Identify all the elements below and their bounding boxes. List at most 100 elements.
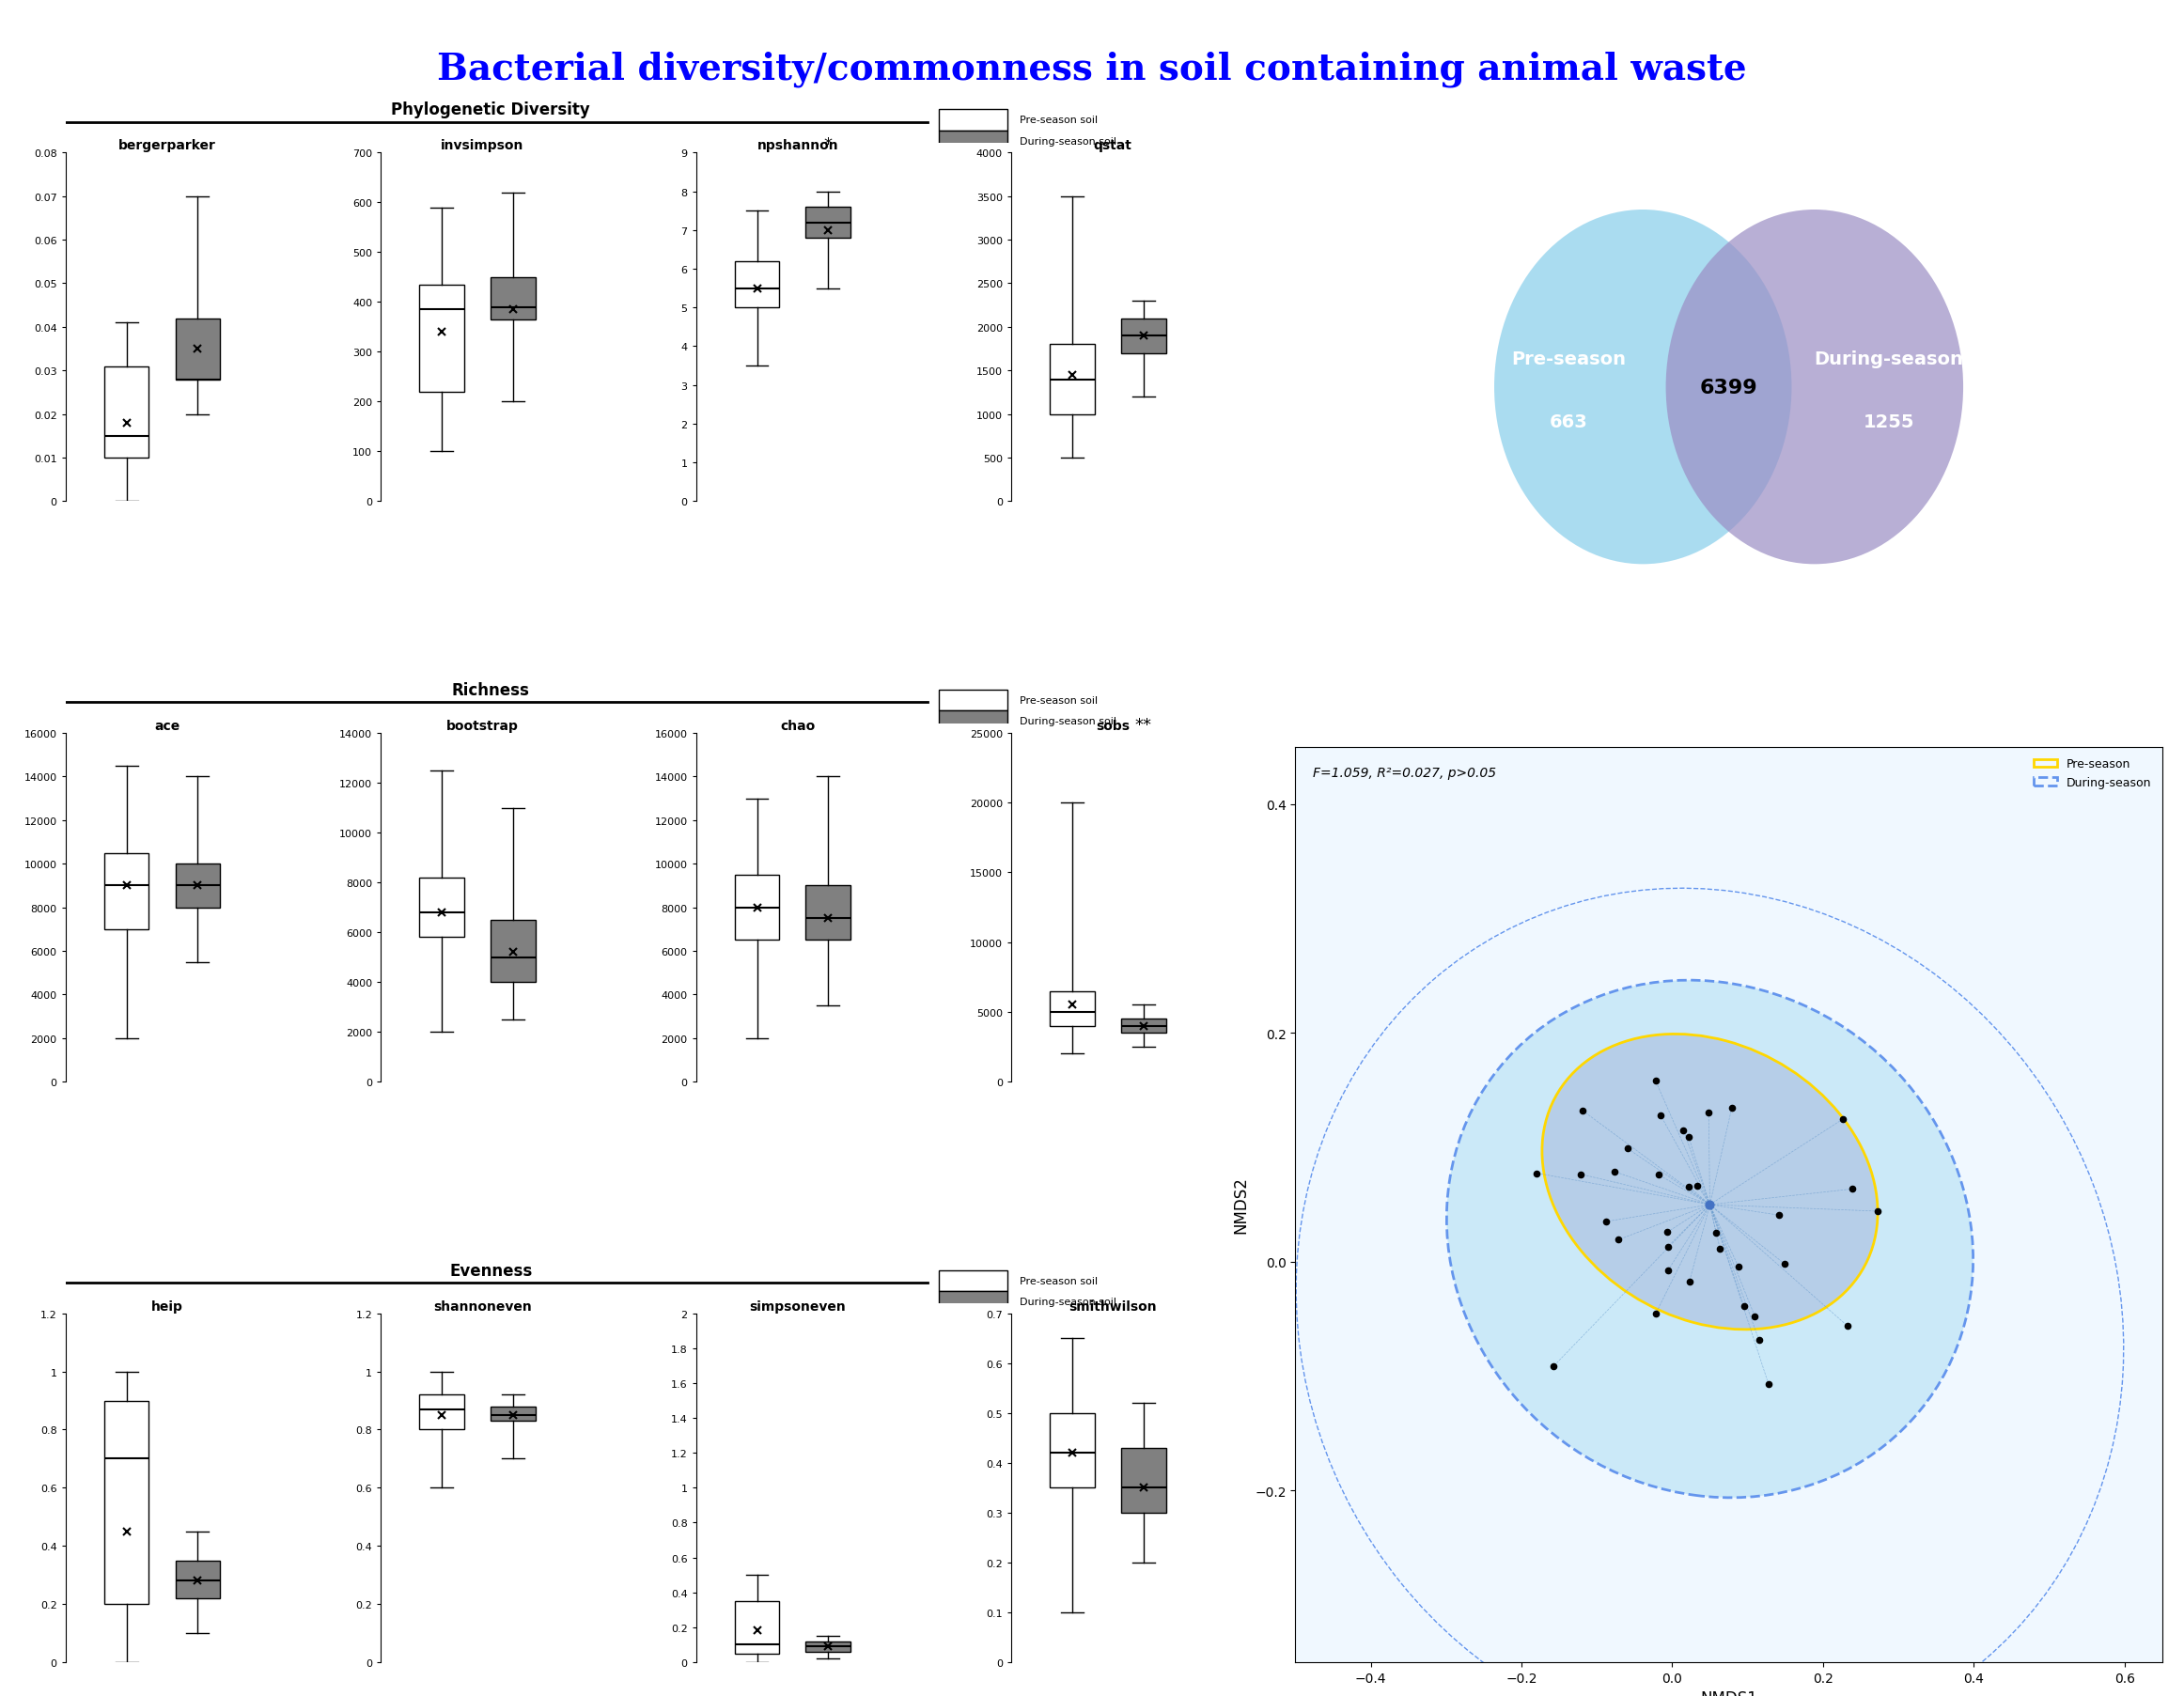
- Ellipse shape: [1494, 210, 1791, 565]
- Text: Bacterial diversity/commonness in soil containing animal waste: Bacterial diversity/commonness in soil c…: [437, 51, 1747, 86]
- Point: [1564, 1162, 1599, 1189]
- Text: 6399: 6399: [1699, 378, 1758, 397]
- PathPatch shape: [419, 1394, 465, 1430]
- Title: shannoneven: shannoneven: [432, 1299, 531, 1313]
- Point: [1741, 1326, 1776, 1353]
- PathPatch shape: [734, 261, 780, 309]
- Point: [1721, 1253, 1756, 1280]
- FancyBboxPatch shape: [939, 1291, 1007, 1313]
- Title: qstat: qstat: [1094, 139, 1131, 153]
- Title: invsimpson: invsimpson: [441, 139, 524, 153]
- PathPatch shape: [491, 278, 535, 321]
- Point: [1679, 1172, 1714, 1199]
- FancyBboxPatch shape: [939, 110, 1007, 131]
- Legend: Pre-season, During-season: Pre-season, During-season: [2029, 753, 2156, 794]
- Point: [1601, 1226, 1636, 1253]
- Text: During-season soil: During-season soil: [1020, 137, 1116, 146]
- PathPatch shape: [175, 1560, 221, 1598]
- Point: [1699, 1219, 1734, 1247]
- Title: smithwilson: smithwilson: [1068, 1299, 1158, 1313]
- Text: F=1.059, R²=0.027, p>0.05: F=1.059, R²=0.027, p>0.05: [1313, 767, 1496, 778]
- X-axis label: NMDS1: NMDS1: [1699, 1689, 1758, 1696]
- Point: [1690, 1099, 1725, 1126]
- Ellipse shape: [1666, 210, 1963, 565]
- Ellipse shape: [1446, 980, 1972, 1498]
- Point: [1520, 1160, 1555, 1187]
- PathPatch shape: [419, 285, 465, 392]
- Text: During-season: During-season: [1815, 349, 1963, 368]
- Point: [1666, 1118, 1701, 1145]
- Text: Pre-season soil: Pre-season soil: [1020, 695, 1096, 706]
- Ellipse shape: [1542, 1035, 1878, 1330]
- FancyBboxPatch shape: [939, 711, 1007, 733]
- Text: 663: 663: [1548, 412, 1588, 431]
- Point: [1725, 1292, 1760, 1319]
- Text: Pre-season soil: Pre-season soil: [1020, 1275, 1096, 1286]
- Point: [1671, 1174, 1706, 1201]
- PathPatch shape: [734, 875, 780, 940]
- Text: Pre-season soil: Pre-season soil: [1020, 115, 1096, 126]
- Point: [1830, 1313, 1865, 1340]
- PathPatch shape: [806, 1642, 850, 1652]
- Text: Pre-season: Pre-season: [1511, 349, 1625, 368]
- Point: [1642, 1162, 1677, 1189]
- PathPatch shape: [105, 366, 149, 458]
- Point: [1736, 1303, 1771, 1330]
- Point: [1767, 1250, 1802, 1277]
- Text: 1255: 1255: [1863, 412, 1915, 431]
- PathPatch shape: [734, 1601, 780, 1654]
- Text: Richness: Richness: [452, 682, 531, 699]
- Text: Phylogenetic Diversity: Phylogenetic Diversity: [391, 102, 590, 119]
- Text: *: *: [823, 136, 832, 153]
- FancyBboxPatch shape: [939, 690, 1007, 711]
- Point: [1597, 1158, 1631, 1186]
- PathPatch shape: [491, 921, 535, 982]
- Title: chao: chao: [780, 719, 815, 733]
- PathPatch shape: [806, 207, 850, 239]
- PathPatch shape: [419, 879, 465, 938]
- FancyBboxPatch shape: [939, 1270, 1007, 1291]
- Title: simpsoneven: simpsoneven: [749, 1299, 845, 1313]
- Point: [1638, 1301, 1673, 1328]
- Title: heip: heip: [151, 1299, 183, 1313]
- PathPatch shape: [1051, 1413, 1094, 1487]
- Point: [1714, 1094, 1749, 1121]
- PathPatch shape: [175, 865, 221, 907]
- PathPatch shape: [1120, 1019, 1166, 1033]
- Point: [1835, 1175, 1870, 1202]
- Point: [1671, 1124, 1706, 1152]
- Text: **: **: [1136, 716, 1151, 733]
- FancyBboxPatch shape: [939, 131, 1007, 153]
- Point: [1762, 1202, 1797, 1230]
- Y-axis label: NMDS2: NMDS2: [1232, 1177, 1249, 1233]
- Point: [1704, 1235, 1738, 1262]
- PathPatch shape: [1051, 344, 1094, 416]
- PathPatch shape: [175, 319, 221, 380]
- Title: bootstrap: bootstrap: [446, 719, 518, 733]
- PathPatch shape: [105, 1401, 149, 1604]
- Point: [1693, 1191, 1728, 1218]
- Point: [1642, 1102, 1677, 1130]
- Text: During-season soil: During-season soil: [1020, 717, 1116, 726]
- Title: ace: ace: [155, 719, 179, 733]
- Point: [1649, 1219, 1684, 1247]
- PathPatch shape: [806, 885, 850, 940]
- Text: Evenness: Evenness: [450, 1262, 533, 1279]
- Point: [1651, 1257, 1686, 1284]
- Title: sobs: sobs: [1096, 719, 1129, 733]
- Point: [1588, 1208, 1623, 1235]
- Point: [1535, 1352, 1570, 1379]
- Point: [1861, 1197, 1896, 1225]
- Point: [1673, 1269, 1708, 1296]
- Point: [1564, 1097, 1599, 1124]
- PathPatch shape: [1120, 1448, 1166, 1513]
- Text: During-season soil: During-season soil: [1020, 1297, 1116, 1306]
- Title: bergerparker: bergerparker: [118, 139, 216, 153]
- PathPatch shape: [1051, 992, 1094, 1026]
- PathPatch shape: [105, 853, 149, 929]
- Point: [1752, 1370, 1787, 1398]
- Point: [1638, 1067, 1673, 1094]
- Point: [1826, 1106, 1861, 1133]
- Point: [1651, 1233, 1686, 1260]
- PathPatch shape: [1120, 319, 1166, 354]
